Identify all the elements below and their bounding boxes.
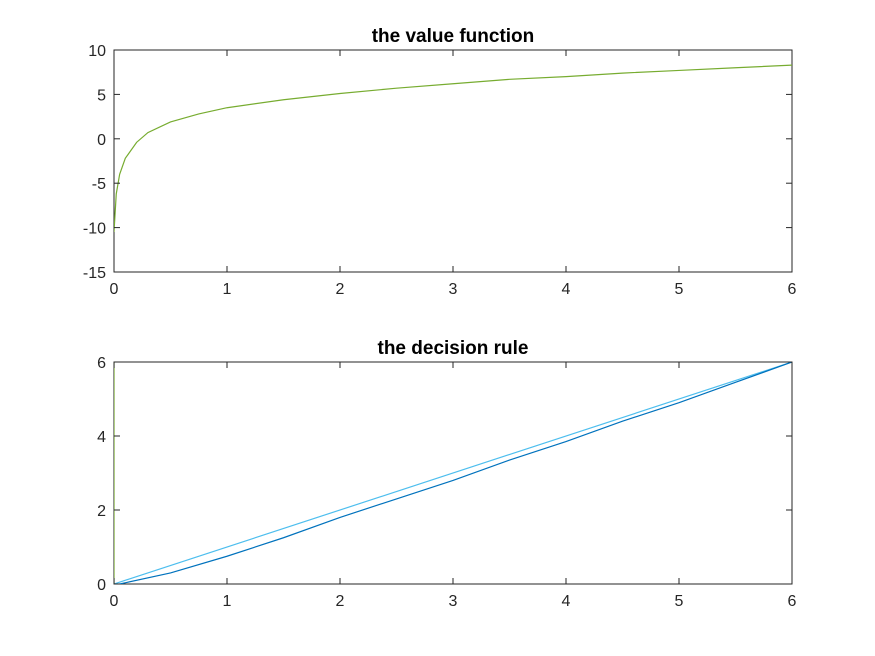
value-function-title: the value function bbox=[372, 26, 535, 47]
decision-rule-y-tick-label: 2 bbox=[97, 503, 106, 520]
decision-rule-x-tick-label: 2 bbox=[336, 593, 345, 610]
decision-rule-y-tick-label: 0 bbox=[97, 577, 106, 594]
decision-rule-x-tick-label: 6 bbox=[788, 593, 797, 610]
decision-rule-series-line-1 bbox=[114, 362, 792, 584]
value-function-y-tick-label: -5 bbox=[92, 176, 106, 193]
decision-rule-x-tick-label: 4 bbox=[562, 593, 571, 610]
decision-rule-y-tick-label: 4 bbox=[97, 429, 106, 446]
decision-rule-x-tick-label: 0 bbox=[110, 593, 119, 610]
value-function-y-tick-label: -15 bbox=[83, 265, 106, 282]
value-function-x-tick-label: 3 bbox=[449, 281, 458, 298]
value-function-x-tick-label: 5 bbox=[675, 281, 684, 298]
value-function-axes: 0 1 2 3 4 5 6 10 5 0 -5 -10 -15 the value function bbox=[83, 26, 797, 298]
decision-rule-y-tick-label: 6 bbox=[97, 355, 106, 372]
decision-rule-title: the decision rule bbox=[378, 338, 529, 359]
value-function-y-tick-label: -10 bbox=[83, 221, 106, 238]
decision-rule-x-tick-label: 3 bbox=[449, 593, 458, 610]
decision-rule-x-tick-label: 1 bbox=[223, 593, 232, 610]
decision-rule-x-tick-label: 5 bbox=[675, 593, 684, 610]
value-function-x-tick-label: 2 bbox=[336, 281, 345, 298]
value-function-x-tick-label: 0 bbox=[110, 281, 119, 298]
value-function-x-tick-label: 4 bbox=[562, 281, 571, 298]
value-function-x-tick-label: 1 bbox=[223, 281, 232, 298]
value-function-y-tick-label: 0 bbox=[97, 132, 106, 149]
value-function-plot-area bbox=[113, 49, 793, 273]
value-function-x-tick-label: 6 bbox=[788, 281, 797, 298]
value-function-series-line-1 bbox=[114, 64, 792, 233]
decision-rule-axes: 0 1 2 3 4 5 6 6 4 2 0 the decision rule bbox=[97, 338, 796, 610]
decision-rule-series-line-2 bbox=[119, 362, 792, 584]
value-function-y-tick-label: 5 bbox=[97, 87, 106, 104]
value-function-y-tick-label: 10 bbox=[88, 43, 106, 60]
